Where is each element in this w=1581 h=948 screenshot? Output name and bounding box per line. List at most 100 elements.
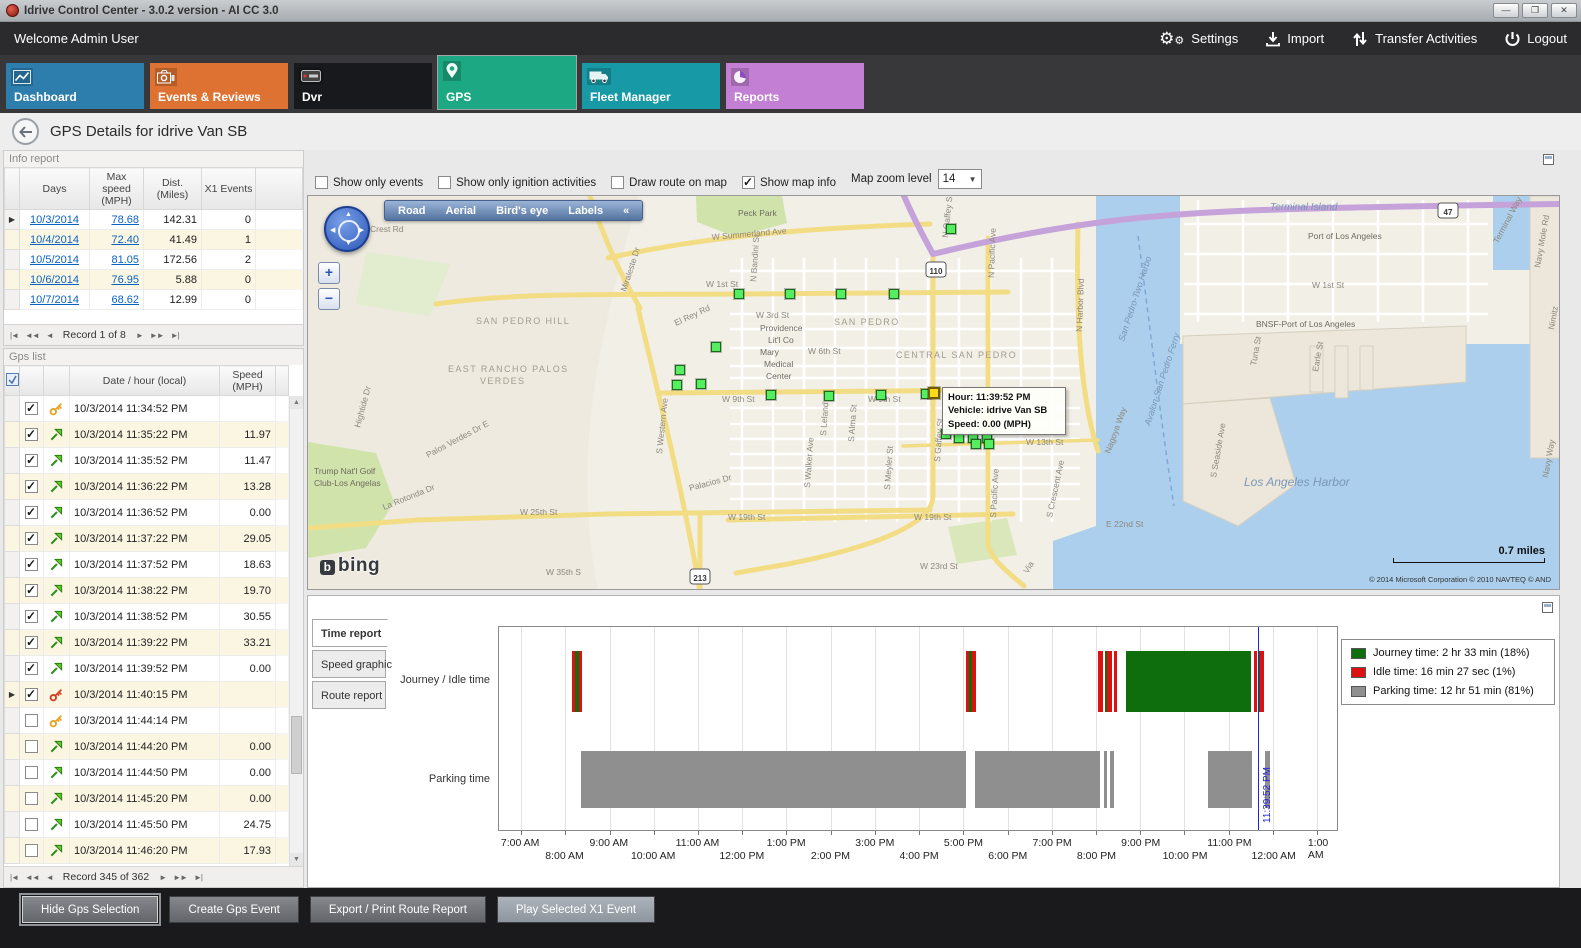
toolbar-collapse-icon[interactable]: « [623, 204, 630, 217]
info-report-row[interactable]: ▶ 10/3/2014 78.68 142.31 0 [4, 209, 303, 230]
info-report-row[interactable]: 10/7/2014 68.62 12.99 0 [4, 289, 303, 310]
checkbox[interactable] [741, 175, 755, 189]
draw-route-checkbox[interactable]: Draw route on map [611, 176, 727, 189]
gps-point-marker[interactable] [766, 390, 776, 400]
info-report-row[interactable]: 10/5/2014 81.05 172.56 2 [4, 249, 303, 270]
gps-point-marker[interactable] [984, 439, 994, 449]
gps-point-marker[interactable] [696, 379, 706, 389]
map-container[interactable]: 110 47 213 Crest Rd W Summerland Ave Peck Pa… [307, 195, 1560, 590]
gps-row[interactable]: 10/3/2014 11:44:20 PM 0.00 [4, 733, 289, 760]
gps-row[interactable]: 10/3/2014 11:36:52 PM0.00 [4, 499, 289, 526]
max-speed-link[interactable]: 81.05 [89, 249, 144, 270]
pan-east-icon[interactable]: ▶ [358, 227, 364, 234]
gps-row[interactable]: ▶ 10/3/2014 11:40:15 PM [4, 681, 289, 708]
gps-point-marker[interactable] [971, 439, 981, 449]
maximize-button[interactable]: ❐ [1522, 3, 1548, 18]
tab-dvr[interactable]: Dvr [294, 63, 432, 109]
checkbox[interactable] [315, 176, 328, 189]
map-style-road[interactable]: Road [398, 204, 426, 217]
day-link[interactable]: 10/4/2014 [19, 229, 90, 250]
max-speed-link[interactable]: 72.40 [89, 229, 144, 250]
nav-next-button[interactable]: ► [135, 330, 144, 340]
column-header-speed[interactable]: Speed (MPH) [219, 365, 276, 396]
row-checkbox[interactable] [25, 531, 38, 545]
tab-dashboard[interactable]: Dashboard [6, 63, 144, 109]
play-selected-x1-event-button[interactable]: Play Selected X1 Event [496, 896, 656, 923]
nav-prev-page-button[interactable]: ◄◄ [25, 330, 40, 340]
map-panel-toggle-button[interactable] [1543, 154, 1554, 165]
pan-north-icon[interactable]: ▲ [345, 211, 352, 218]
nav-last-button[interactable]: ►| [170, 330, 180, 340]
gps-row[interactable]: 10/3/2014 11:39:52 PM0.00 [4, 655, 289, 682]
pan-south-icon[interactable]: ▼ [345, 240, 352, 247]
max-speed-link[interactable]: 76.95 [89, 269, 144, 290]
row-checkbox[interactable] [25, 766, 38, 779]
hide-gps-selection-button[interactable]: Hide Gps Selection [18, 893, 162, 926]
gps-row[interactable]: 10/3/2014 11:34:52 PM [4, 395, 289, 422]
row-checkbox[interactable] [25, 401, 38, 415]
column-header-dist[interactable]: Dist. (Miles) [143, 167, 202, 210]
select-all-button[interactable] [5, 372, 19, 386]
day-link[interactable]: 10/5/2014 [19, 249, 90, 270]
tab-fleet-manager[interactable]: Fleet Manager [582, 63, 720, 109]
gps-row[interactable]: 10/3/2014 11:44:14 PM [4, 707, 289, 734]
tab-reports[interactable]: Reports [726, 63, 864, 109]
selected-gps-point-marker[interactable] [928, 387, 940, 399]
row-checkbox[interactable] [25, 714, 38, 727]
scroll-down-button[interactable]: ▼ [290, 853, 303, 866]
row-checkbox[interactable] [25, 661, 38, 675]
gps-point-marker[interactable] [675, 365, 685, 375]
max-speed-link[interactable]: 78.68 [89, 209, 144, 230]
map-style-aerial[interactable]: Aerial [445, 204, 477, 217]
show-only-ignition-checkbox[interactable]: Show only ignition activities [438, 176, 596, 189]
minimize-button[interactable]: — [1493, 3, 1519, 18]
row-checkbox[interactable] [25, 740, 38, 753]
nav-last-button[interactable]: ►| [193, 872, 203, 882]
day-link[interactable]: 10/7/2014 [19, 289, 90, 310]
chart-panel-toggle-button[interactable] [1542, 602, 1553, 613]
export-print-route-report-button[interactable]: Export / Print Route Report [309, 896, 486, 923]
tab-events-reviews[interactable]: Events & Reviews [150, 63, 288, 109]
gps-point-marker[interactable] [672, 380, 682, 390]
map-zoom-in-button[interactable]: + [318, 262, 340, 284]
nav-next-button[interactable]: ► [159, 872, 167, 882]
map-style-birds-eye[interactable]: Bird's eye [496, 204, 549, 217]
map-zoom-select[interactable]: 14 ▼ [937, 169, 982, 189]
max-speed-link[interactable]: 68.62 [89, 289, 144, 310]
day-link[interactable]: 10/6/2014 [19, 269, 90, 290]
tab-gps[interactable]: GPS [438, 56, 576, 109]
close-button[interactable]: ✕ [1551, 3, 1577, 18]
row-checkbox[interactable] [25, 583, 38, 597]
row-checkbox[interactable] [25, 792, 38, 805]
gps-point-marker[interactable] [876, 390, 886, 400]
info-report-row[interactable]: 10/6/2014 76.95 5.88 0 [4, 269, 303, 290]
checkbox[interactable] [438, 176, 452, 189]
gps-row[interactable]: 10/3/2014 11:44:50 PM 0.00 [4, 759, 289, 786]
tab-speed-graphic[interactable]: Speed graphic [312, 650, 392, 678]
gps-point-marker[interactable] [889, 289, 899, 299]
tab-time-report[interactable]: Time report [312, 619, 388, 647]
row-checkbox[interactable] [25, 844, 38, 857]
gps-point-marker[interactable] [836, 289, 846, 299]
show-map-info-checkbox[interactable]: Show map info [741, 175, 836, 189]
nav-prev-button[interactable]: ◄ [45, 872, 54, 882]
row-checkbox[interactable] [25, 557, 38, 571]
nav-prev-button[interactable]: ◄ [45, 330, 54, 340]
column-header-days[interactable]: Days [19, 167, 90, 210]
time-report-plot[interactable]: 11:39:52 PM [498, 626, 1338, 835]
gps-point-marker[interactable] [734, 289, 744, 299]
show-only-events-checkbox[interactable]: Show only events [315, 176, 423, 189]
column-header-max-speed[interactable]: Max speed (MPH) [89, 167, 144, 210]
row-checkbox[interactable] [25, 818, 38, 831]
column-header-datetime[interactable]: Date / hour (local) [69, 365, 220, 396]
row-checkbox[interactable] [25, 479, 38, 493]
logout-button[interactable]: Logout [1505, 31, 1567, 47]
gps-row[interactable]: 10/3/2014 11:45:20 PM 0.00 [4, 785, 289, 812]
scroll-thumb[interactable] [291, 715, 302, 774]
